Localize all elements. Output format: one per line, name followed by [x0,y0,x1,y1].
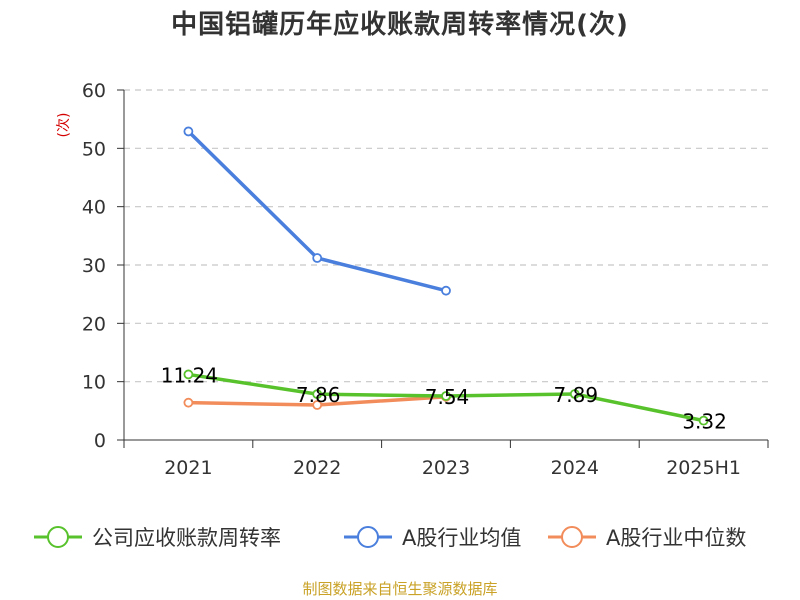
x-tick-label: 2023 [422,457,470,479]
legend-swatch-marker [561,526,583,548]
y-tick-label: 40 [82,197,106,219]
legend-swatch-marker [357,526,379,548]
legend-label: 公司应收账款周转率 [92,526,281,550]
x-tick-label: 2022 [293,457,341,479]
data-label: 11.24 [161,363,218,387]
grid-lines [124,89,768,383]
data-point [183,369,194,380]
legend-label: A股行业均值 [402,526,521,550]
legend-swatch-marker [47,526,69,548]
x-tick-label: 2025H1 [666,457,741,479]
data-point [441,285,451,296]
x-tick-label: 2024 [551,457,599,479]
y-axis-label: (次) [56,113,72,138]
legend: 公司应收账款周转率 A股行业均值 A股行业中位数 [34,526,746,550]
y-tick-label: 50 [82,138,106,160]
data-point [441,391,451,401]
legend-item-1: A股行业均值 [344,526,521,550]
data-label: 3.32 [682,410,727,434]
y-tick-label: 10 [82,372,106,394]
legend-item-0: 公司应收账款周转率 [34,526,281,550]
chart-title: 中国铝罐历年应收账款周转率情况(次) [171,10,629,40]
y-tick-label: 30 [82,255,106,277]
data-point [312,389,323,400]
series [183,126,709,426]
source-note: 制图数据来自恒生聚源数据库 [302,580,498,598]
y-tick-label: 0 [94,430,106,452]
data-label: 7.89 [554,383,599,407]
data-label: 7.54 [425,385,470,409]
y-tick-label: 20 [82,313,106,335]
series-line-1 [186,129,448,293]
data-point [312,253,323,263]
y-tick-label: 60 [82,80,106,102]
data-point [183,126,194,137]
axes: 0 10 20 30 40 50 60 2021 2022 2023 2024 2025H1 [82,80,769,479]
data-point [698,415,709,426]
data-labels: 11.24 7.86 7.54 7.89 3.32 [161,363,727,433]
data-label: 7.86 [296,383,341,407]
data-point [569,389,580,399]
data-point [312,400,323,410]
x-tick-label: 2021 [164,457,212,479]
data-point [183,397,194,408]
legend-label: A股行业中位数 [606,526,746,550]
legend-item-2: A股行业中位数 [548,526,746,550]
